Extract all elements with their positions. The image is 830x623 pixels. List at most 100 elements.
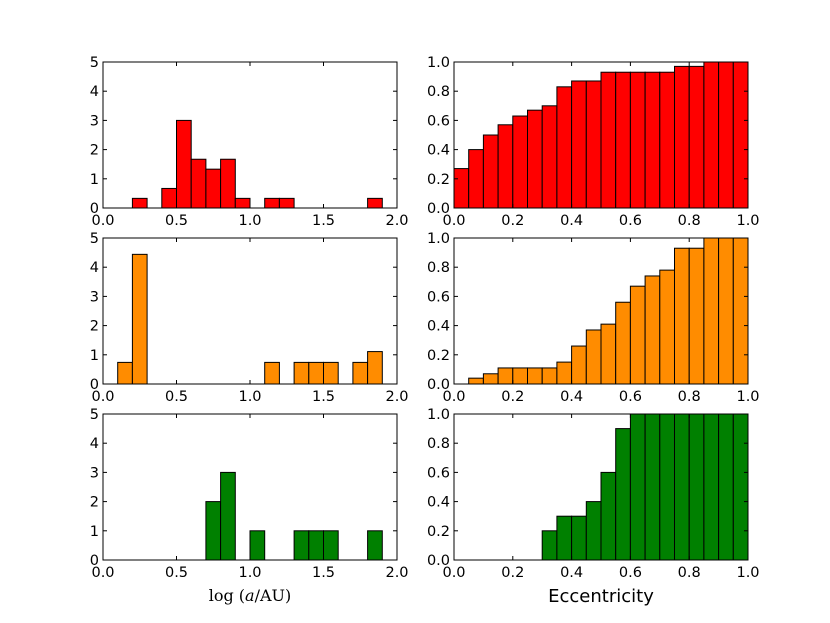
histogram-bar xyxy=(278,197,295,209)
x-tick-label: 2.0 xyxy=(385,389,408,405)
x-tick-label: 0.8 xyxy=(678,213,701,229)
x-tick-label: 0.4 xyxy=(560,565,583,581)
y-tick-label: 2 xyxy=(90,495,99,511)
histogram-bar xyxy=(293,361,310,385)
histogram-bar xyxy=(482,134,499,209)
x-tick-label: 0.8 xyxy=(678,389,701,405)
histogram-bar xyxy=(527,367,543,385)
x-tick-label: 1.0 xyxy=(736,213,759,229)
y-tick-label: 0 xyxy=(90,201,99,217)
y-tick-label: 1.0 xyxy=(427,231,450,247)
x-tick-label: 0.0 xyxy=(442,213,465,229)
y-tick-label: 0.4 xyxy=(427,495,450,511)
histogram-bar xyxy=(264,361,280,385)
y-tick-label: 0 xyxy=(90,553,99,569)
histogram-bar xyxy=(732,237,749,385)
y-tick-label: 1 xyxy=(90,524,99,540)
histogram-bar xyxy=(161,187,178,209)
x-tick-label: 2.0 xyxy=(385,565,408,581)
y-tick-label: 0.2 xyxy=(427,348,450,364)
histogram-bar xyxy=(205,168,222,209)
y-tick-label: 0.6 xyxy=(427,465,450,481)
y-tick-label: 5 xyxy=(90,231,99,247)
histogram-bar xyxy=(220,158,236,209)
x-tick-label: 1.5 xyxy=(312,213,335,229)
histogram-bar xyxy=(249,530,266,561)
histogram-bar xyxy=(600,471,617,561)
y-tick-label: 1 xyxy=(90,172,99,188)
histogram-bar xyxy=(688,247,705,385)
histogram-bar xyxy=(585,80,602,209)
x-tick-label: 2.0 xyxy=(385,213,408,229)
histogram-bar xyxy=(732,413,749,561)
panel-middle-right: 0.0 0.2 0.4 0.6 0.8 1.0 0.0 0.2 0.4 0.6 0.8 1.0 xyxy=(427,231,760,405)
y-tick-label: 2 xyxy=(90,319,99,335)
histogram-bar xyxy=(629,413,646,561)
histogram-bar xyxy=(367,197,383,209)
histogram-bar xyxy=(718,413,734,561)
histogram-bar xyxy=(497,124,514,209)
histogram-bar xyxy=(688,65,705,209)
histogram-bar xyxy=(688,413,705,561)
histogram-bar xyxy=(527,109,543,209)
y-tick-label: 0.2 xyxy=(427,172,450,188)
histogram-bar xyxy=(352,361,369,385)
histogram-bar xyxy=(190,158,207,209)
histogram-bar xyxy=(644,413,661,561)
histogram-bar xyxy=(323,361,339,385)
histogram-bar xyxy=(541,530,558,561)
histogram-bar xyxy=(585,329,602,385)
y-tick-label: 5 xyxy=(90,55,99,71)
histogram-bar xyxy=(674,65,690,209)
histogram-bar xyxy=(629,285,646,385)
y-tick-label: 1.0 xyxy=(427,407,450,423)
y-tick-label: 0.8 xyxy=(427,436,450,452)
x-tick-label: 0.0 xyxy=(442,389,465,405)
y-tick-label: 0.6 xyxy=(427,113,450,129)
histogram-bar xyxy=(732,61,749,209)
histogram-bar xyxy=(131,197,148,209)
histogram-bar xyxy=(659,71,675,209)
histogram-bar xyxy=(600,71,617,209)
y-tick-label: 1.0 xyxy=(427,55,450,71)
histogram-bar xyxy=(571,515,587,561)
x-tick-label: 0.6 xyxy=(619,213,642,229)
histogram-bar xyxy=(556,515,573,561)
histogram-bar xyxy=(644,275,661,385)
histogram-bar xyxy=(367,351,383,385)
axes-frame xyxy=(453,413,749,561)
x-tick-label: 0.5 xyxy=(165,565,188,581)
histogram-bar xyxy=(367,530,383,561)
histogram-bar xyxy=(703,61,720,209)
histogram-bar xyxy=(615,71,631,209)
panel-top-right: 0.0 0.2 0.4 0.6 0.8 1.0 0.0 0.2 0.4 0.6 0.8 1.0 xyxy=(427,55,760,229)
histogram-bar xyxy=(117,361,133,385)
axes-frame xyxy=(453,237,749,385)
x-tick-label: 0.2 xyxy=(501,213,524,229)
histogram-bar xyxy=(659,269,675,385)
y-tick-label: 4 xyxy=(90,436,99,452)
y-tick-label: 0.0 xyxy=(427,553,450,569)
axes-frame xyxy=(453,61,749,209)
y-tick-label: 0.2 xyxy=(427,524,450,540)
panel-bottom-right: 0.0 0.2 0.4 0.6 0.8 1.0 0.0 0.2 0.4 0.6 0.8 1.0 xyxy=(427,407,760,581)
y-tick-label: 0.4 xyxy=(427,319,450,335)
x-tick-label: 0.6 xyxy=(619,389,642,405)
histogram-bar xyxy=(264,197,280,209)
x-tick-label: 1.0 xyxy=(238,213,261,229)
y-tick-label: 4 xyxy=(90,260,99,276)
y-tick-label: 0.8 xyxy=(427,260,450,276)
x-axis-label-eccentricity: Eccentricity xyxy=(548,586,654,607)
histogram-bar xyxy=(556,86,573,209)
histogram-bar xyxy=(497,367,514,385)
histogram-bar xyxy=(674,413,690,561)
x-tick-label: 0.4 xyxy=(560,213,583,229)
x-tick-label: 1.5 xyxy=(312,389,335,405)
y-tick-label: 0.6 xyxy=(427,289,450,305)
x-tick-label: 0.0 xyxy=(442,565,465,581)
x-tick-label: 1.5 xyxy=(312,565,335,581)
histogram-bar xyxy=(205,501,222,561)
histogram-bar xyxy=(308,530,324,561)
histogram-bar xyxy=(453,168,470,209)
